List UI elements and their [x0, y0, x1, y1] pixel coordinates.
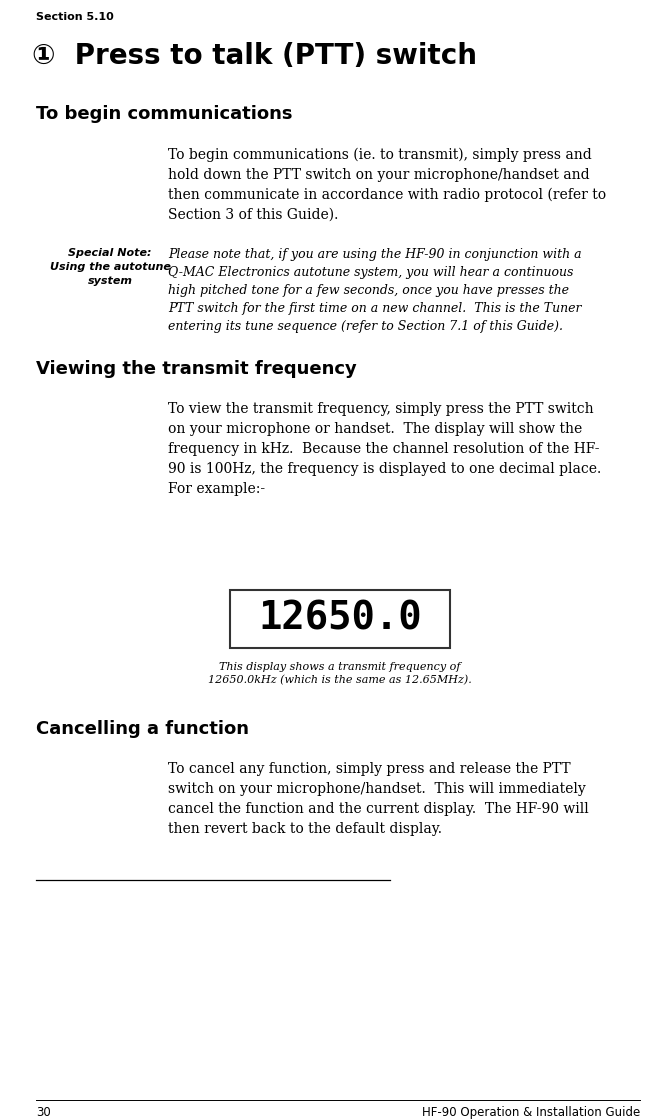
- Text: Using the autotune: Using the autotune: [50, 262, 171, 272]
- Text: This display shows a transmit frequency of: This display shows a transmit frequency …: [219, 662, 461, 673]
- Text: Q-MAC Electronics autotune system, you will hear a continuous: Q-MAC Electronics autotune system, you w…: [168, 266, 573, 279]
- Text: 12650.0: 12650.0: [258, 600, 422, 638]
- Text: To cancel any function, simply press and release the PTT: To cancel any function, simply press and…: [168, 762, 571, 775]
- Text: entering its tune sequence (refer to Section 7.1 of this Guide).: entering its tune sequence (refer to Sec…: [168, 320, 563, 333]
- Text: cancel the function and the current display.  The HF-90 will: cancel the function and the current disp…: [168, 802, 589, 816]
- Text: PTT switch for the first time on a new channel.  This is the Tuner: PTT switch for the first time on a new c…: [168, 302, 581, 316]
- Text: For example:-: For example:-: [168, 482, 265, 496]
- Text: To begin communications: To begin communications: [36, 105, 292, 123]
- Text: Section 3 of this Guide).: Section 3 of this Guide).: [168, 208, 339, 222]
- Text: Section 5.10: Section 5.10: [36, 12, 114, 22]
- Text: frequency in kHz.  Because the channel resolution of the HF-: frequency in kHz. Because the channel re…: [168, 442, 599, 457]
- Text: on your microphone or handset.  The display will show the: on your microphone or handset. The displ…: [168, 422, 582, 436]
- Text: To view the transmit frequency, simply press the PTT switch: To view the transmit frequency, simply p…: [168, 402, 593, 416]
- Text: Special Note:: Special Note:: [69, 248, 152, 258]
- Text: Please note that, if you are using the HF-90 in conjunction with a: Please note that, if you are using the H…: [168, 248, 582, 261]
- Text: 90 is 100Hz, the frequency is displayed to one decimal place.: 90 is 100Hz, the frequency is displayed …: [168, 462, 601, 476]
- Text: then revert back to the default display.: then revert back to the default display.: [168, 822, 442, 836]
- Bar: [230, 590, 450, 648]
- Text: switch on your microphone/handset.  This will immediately: switch on your microphone/handset. This …: [168, 782, 586, 796]
- Text: HF-90 Operation & Installation Guide: HF-90 Operation & Installation Guide: [422, 1106, 640, 1119]
- Text: high pitched tone for a few seconds, once you have presses the: high pitched tone for a few seconds, onc…: [168, 284, 569, 297]
- Text: 12650.0kHz (which is the same as 12.65MHz).: 12650.0kHz (which is the same as 12.65MH…: [208, 675, 472, 685]
- Text: 30: 30: [36, 1106, 51, 1119]
- Text: system: system: [87, 276, 132, 286]
- Text: To begin communications (ie. to transmit), simply press and: To begin communications (ie. to transmit…: [168, 148, 592, 162]
- Text: Viewing the transmit frequency: Viewing the transmit frequency: [36, 360, 357, 378]
- Text: ①  Press to talk (PTT) switch: ① Press to talk (PTT) switch: [32, 43, 477, 70]
- Text: Cancelling a function: Cancelling a function: [36, 720, 249, 739]
- Text: hold down the PTT switch on your microphone/handset and: hold down the PTT switch on your microph…: [168, 168, 589, 182]
- Text: then communicate in accordance with radio protocol (refer to: then communicate in accordance with radi…: [168, 188, 606, 203]
